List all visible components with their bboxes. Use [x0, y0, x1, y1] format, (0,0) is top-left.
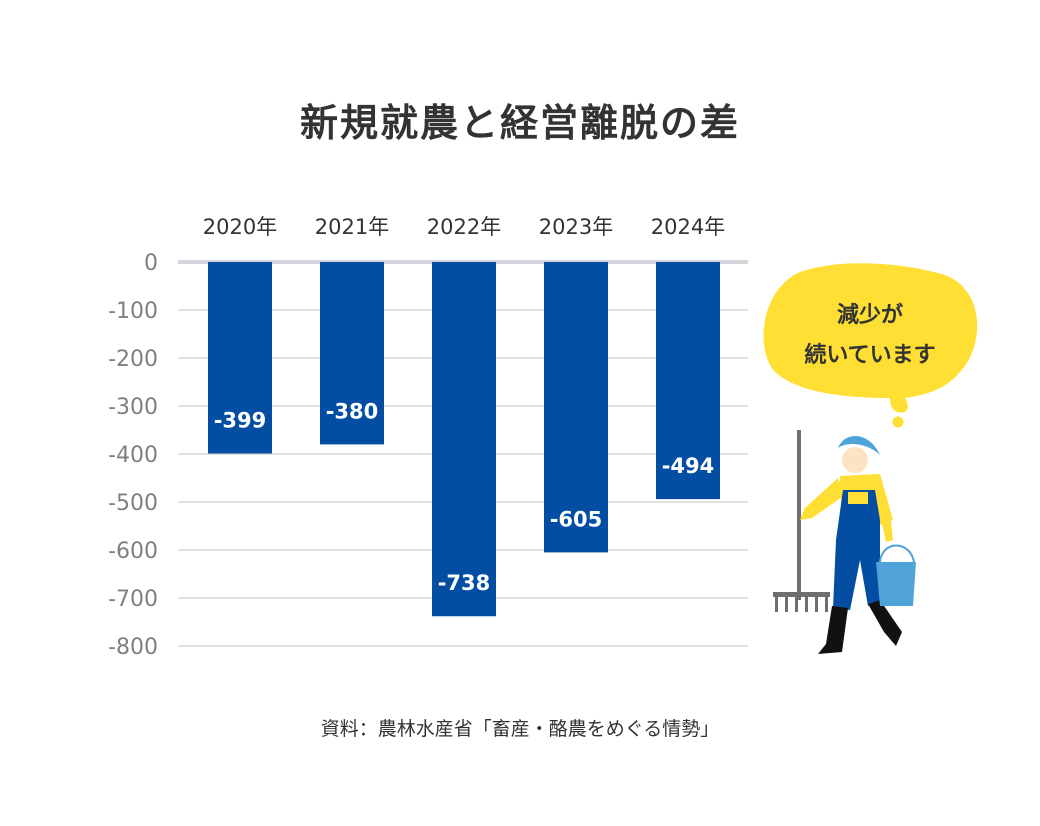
data-label: -605	[550, 507, 603, 531]
speech-bubble-text: 減少が 続いています	[770, 296, 970, 376]
y-tick-label: -300	[108, 395, 158, 420]
y-tick-label: -400	[108, 443, 158, 468]
x-category-label: 2020年	[203, 215, 277, 239]
x-category-label: 2022年	[427, 215, 501, 239]
speech-bubble	[763, 263, 978, 413]
overalls-pocket	[848, 492, 868, 504]
boot-right	[868, 600, 902, 646]
data-label: -494	[662, 454, 715, 478]
bar-2020年	[208, 262, 272, 454]
data-label: -399	[214, 409, 267, 433]
x-category-label: 2021年	[315, 215, 389, 239]
x-category-label: 2024年	[651, 215, 725, 239]
source-note: 資料：農林水産省「畜産・酪農をめぐる情勢」	[320, 718, 720, 740]
bucket-handle	[879, 544, 915, 563]
hat	[838, 435, 880, 455]
overalls	[833, 490, 880, 610]
y-tick-label: -700	[108, 587, 158, 612]
bar-2023年	[544, 262, 608, 553]
y-tick-label: -600	[108, 539, 158, 564]
arm-left	[800, 478, 845, 520]
bucket	[876, 562, 916, 606]
bar-2021年	[320, 262, 384, 445]
data-label: -738	[438, 571, 491, 595]
data-label: -380	[326, 399, 379, 423]
bubble-line-2: 続いています	[804, 343, 936, 368]
rake-handle	[797, 430, 801, 600]
y-tick-label: -800	[108, 635, 158, 660]
y-tick-label: 0	[144, 251, 158, 276]
bar-2024年	[656, 262, 720, 500]
rake-head-icon	[773, 592, 830, 612]
bar-2022年	[432, 262, 496, 617]
face	[842, 447, 868, 473]
y-tick-label: -100	[108, 299, 158, 324]
chart-title: 新規就農と経営離脱の差	[299, 101, 740, 145]
y-tick-label: -200	[108, 347, 158, 372]
farmer-illustration	[763, 263, 978, 654]
y-tick-label: -500	[108, 491, 158, 516]
x-category-label: 2023年	[539, 215, 613, 239]
bubble-line-1: 減少が	[836, 303, 903, 328]
boot-left	[818, 606, 848, 654]
thought-dot	[892, 416, 904, 428]
